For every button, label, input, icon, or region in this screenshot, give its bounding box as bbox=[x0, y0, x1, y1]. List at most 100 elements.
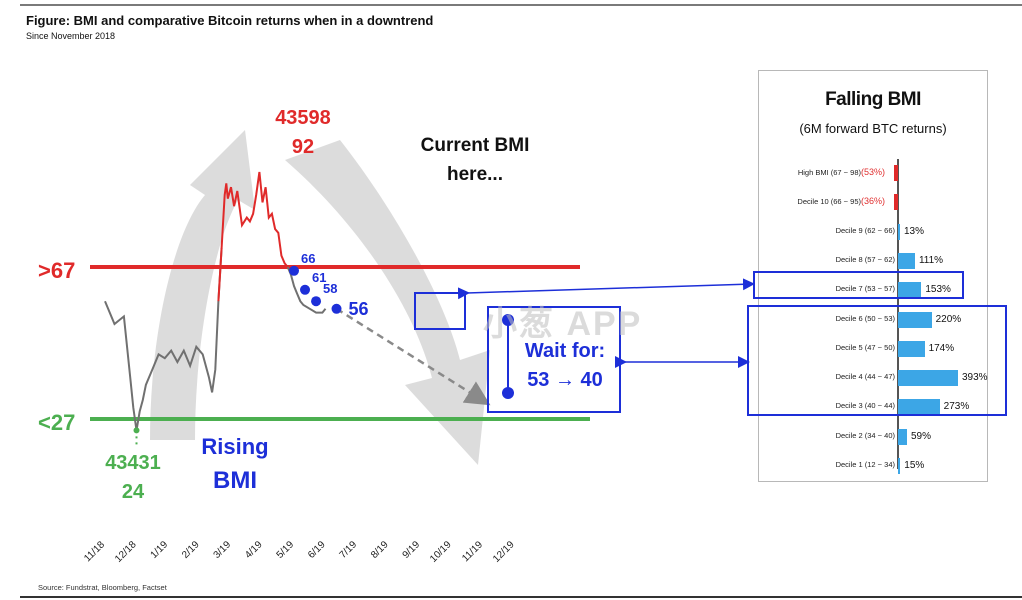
panel-subtitle: (6M forward BTC returns) bbox=[799, 121, 947, 136]
trough-bmi-label: 24 bbox=[122, 481, 145, 503]
current-point-label-58: 58 bbox=[323, 281, 337, 296]
return-bar bbox=[898, 311, 932, 328]
x-tick-label: 6/19 bbox=[306, 539, 328, 561]
figure-title: Figure: BMI and comparative Bitcoin retu… bbox=[26, 13, 434, 28]
return-bar bbox=[898, 340, 925, 357]
x-tick-label: 11/19 bbox=[460, 539, 485, 564]
return-value-label: 273% bbox=[943, 401, 970, 413]
return-bar bbox=[898, 428, 907, 445]
wait-for-label-1: Wait for: bbox=[525, 340, 605, 362]
wait-for-label-2: 53 → 40 bbox=[527, 369, 603, 391]
x-tick-label: 1/19 bbox=[149, 539, 171, 561]
decile-row: Decile 6 (50 ~ 53) 220% bbox=[759, 309, 987, 331]
decile-row: Decile 10 (66 ~ 95)(36%) bbox=[759, 191, 987, 213]
return-value-label: 13% bbox=[904, 225, 925, 237]
current-point-label-56: 56 bbox=[349, 299, 369, 319]
wait-for-end-dot bbox=[502, 387, 514, 399]
connector-arrow-decile-7 bbox=[457, 278, 755, 300]
falling-bmi-panel: Falling BMI (6M forward BTC returns) Hig… bbox=[758, 70, 988, 482]
return-value-label: 220% bbox=[935, 313, 962, 325]
x-tick-label: 9/19 bbox=[401, 539, 423, 561]
x-tick-label: 12/19 bbox=[491, 539, 517, 565]
decile-label: Decile 6 (50 ~ 53) bbox=[835, 313, 895, 323]
negative-return-label: (53%) bbox=[860, 167, 885, 177]
current-point-58 bbox=[311, 296, 322, 307]
x-axis-ticks: 11/18 12/18 1/19 2/19 3/19 4/19 5/19 6/19 7/19 8/… bbox=[82, 539, 517, 565]
return-bar bbox=[898, 399, 940, 416]
return-bar bbox=[898, 282, 922, 299]
trough-price-label: 43431 bbox=[105, 452, 161, 474]
decile-row: Decile 9 (62 ~ 66) 13% bbox=[759, 221, 987, 243]
return-value-label: 153% bbox=[925, 284, 951, 296]
return-value-label: 393% bbox=[962, 372, 988, 384]
decile-label: Decile 3 (40 ~ 44) bbox=[835, 401, 895, 411]
peak-price-label: 43598 bbox=[275, 107, 331, 129]
x-tick-label: 4/19 bbox=[243, 539, 265, 561]
falling-arrow bbox=[285, 140, 490, 465]
x-tick-label: 2/19 bbox=[180, 539, 202, 561]
return-value-label: 174% bbox=[928, 342, 955, 354]
decile-label: Decile 1 (12 ~ 34) bbox=[835, 460, 895, 469]
rising-arrow bbox=[150, 130, 255, 440]
decile-row: Decile 8 (57 ~ 62) 111% bbox=[759, 250, 987, 272]
x-tick-label: 12/18 bbox=[113, 539, 139, 565]
x-tick-label: 7/19 bbox=[338, 539, 360, 561]
current-point-61 bbox=[300, 284, 311, 295]
decile-label: Decile 10 (66 ~ 95)(36%) bbox=[797, 196, 885, 207]
x-tick-label: 8/19 bbox=[369, 539, 391, 561]
return-bar bbox=[898, 252, 915, 269]
peak-bmi-label: 92 bbox=[292, 136, 314, 158]
current-value-box bbox=[414, 292, 466, 330]
return-bar bbox=[894, 194, 898, 211]
source-note: Source: Fundstrat, Bloomberg, Factset bbox=[38, 583, 167, 592]
decile-row: Decile 7 (53 ~ 57) 153% bbox=[759, 279, 987, 301]
decile-label: Decile 5 (47 ~ 50) bbox=[835, 342, 895, 352]
return-value-label: 59% bbox=[911, 430, 932, 442]
decile-label: Decile 9 (62 ~ 66) bbox=[835, 225, 895, 235]
decile-row: Decile 1 (12 ~ 34) 15% bbox=[759, 455, 987, 477]
figure-subtitle: Since November 2018 bbox=[26, 31, 116, 41]
return-bar bbox=[898, 370, 958, 387]
current-point-66 bbox=[289, 265, 299, 276]
decile-row: Decile 4 (44 ~ 47) 393% bbox=[759, 367, 988, 389]
current-point-56 bbox=[331, 303, 342, 314]
bmi-line-grey-pre bbox=[104, 247, 223, 431]
return-bar bbox=[898, 458, 901, 474]
panel-title: Falling BMI bbox=[759, 85, 987, 111]
top-rule bbox=[20, 4, 1022, 6]
projected-path-line bbox=[335, 307, 491, 406]
decile-row: Decile 3 (40 ~ 44) 273% bbox=[759, 396, 987, 418]
decile-row: High BMI (67 ~ 98)(53%) bbox=[759, 162, 987, 184]
return-bar bbox=[894, 165, 898, 181]
current-bmi-label-2: here... bbox=[447, 164, 503, 185]
decile-row: Decile 2 (34 ~ 40) 59% bbox=[759, 426, 987, 448]
bottom-rule bbox=[20, 596, 1022, 598]
decile-label: Decile 2 (34 ~ 40) bbox=[835, 430, 895, 440]
return-value-label: 15% bbox=[904, 460, 925, 471]
lower-level-label: <27 bbox=[38, 410, 75, 435]
current-point-label-66: 66 bbox=[301, 251, 315, 266]
watermark: 小葱 APP bbox=[483, 305, 643, 343]
x-tick-label: 11/18 bbox=[82, 539, 107, 564]
panel-title-text: Falling BMI bbox=[825, 89, 921, 110]
bmi-line-red-high bbox=[217, 171, 289, 302]
decile-label: High BMI (67 ~ 98)(53%) bbox=[797, 167, 885, 177]
current-point-label-61: 61 bbox=[312, 270, 326, 285]
x-tick-label: 3/19 bbox=[212, 539, 234, 561]
rising-bmi-label-2: BMI bbox=[213, 467, 257, 494]
x-tick-label: 5/19 bbox=[275, 539, 297, 561]
x-tick-label: 10/19 bbox=[428, 539, 454, 565]
upper-level-label: >67 bbox=[38, 258, 75, 283]
bmi-line-grey-post bbox=[286, 266, 327, 314]
decile-row: Decile 5 (47 ~ 50) 174% bbox=[759, 338, 987, 360]
wait-for-start-dot bbox=[502, 314, 514, 326]
decile-label: Decile 7 (53 ~ 57) bbox=[835, 284, 895, 294]
decile-label: Decile 4 (44 ~ 47) bbox=[835, 372, 895, 382]
rising-bmi-label-1: Rising bbox=[201, 434, 268, 459]
negative-return-label: (36%) bbox=[860, 196, 885, 207]
return-bar bbox=[898, 223, 900, 240]
return-value-label: 111% bbox=[918, 254, 944, 266]
current-bmi-label-1: Current BMI bbox=[421, 135, 530, 156]
decile-label: Decile 8 (57 ~ 62) bbox=[835, 254, 895, 264]
